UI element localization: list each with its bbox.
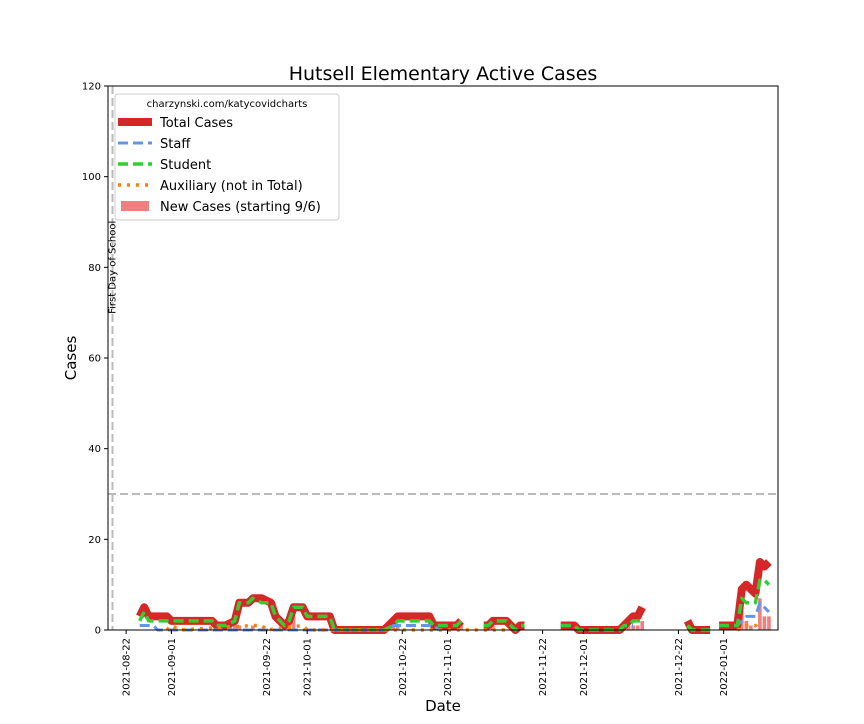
axes: 0 20 40 60 80 100 120 2021-08-22 2021-09-01 2021-… [82, 82, 730, 697]
new-cases-bar [762, 616, 767, 630]
chart-title: Hutsell Elementary Active Cases [289, 63, 598, 85]
new-cases-bar [459, 625, 463, 630]
new-cases-bar [291, 616, 296, 630]
x-tick-label: 2022-01-01 [719, 638, 730, 696]
y-tick-label: 120 [82, 82, 101, 93]
series-line-segment [560, 619, 643, 632]
y-axis-label: Cases [62, 336, 80, 381]
y-tick-label: 60 [88, 354, 101, 365]
new-cases-bar [749, 625, 753, 630]
new-cases-bar [490, 625, 495, 630]
series-lines [136, 558, 772, 634]
x-tick-label: 2021-10-01 [303, 638, 314, 696]
legend-box [114, 93, 340, 221]
new-cases-bar [640, 620, 644, 630]
legend: charzynski.com/katycovidcharts Total Case… [114, 93, 340, 221]
new-cases-bar [626, 625, 631, 630]
legend-label: Staff [160, 137, 191, 152]
legend-label: New Cases (starting 9/6) [160, 200, 321, 215]
y-tick-label: 40 [88, 444, 101, 455]
x-tick-label: 2021-12-22 [674, 638, 685, 696]
x-tick-label: 2021-12-01 [579, 638, 590, 696]
x-tick-label: 2021-09-22 [262, 638, 273, 696]
y-tick-label: 100 [82, 172, 101, 183]
legend-header: charzynski.com/katycovidcharts [147, 99, 308, 110]
y-tick-label: 80 [88, 263, 101, 274]
series-line-segment [165, 623, 507, 632]
new-cases-bar [395, 625, 400, 630]
series-auxiliary-not-in-total [165, 623, 762, 632]
new-cases-bar [767, 616, 771, 630]
new-cases-bar [251, 625, 255, 630]
x-tick-label: 2021-08-22 [122, 638, 133, 696]
new-cases-bar [228, 625, 233, 630]
legend-label: Auxiliary (not in Total) [160, 179, 303, 194]
y-tick-label: 20 [88, 535, 101, 546]
series-line-segment [719, 578, 771, 628]
legend-label: Student [160, 158, 211, 173]
x-axis-label: Date [425, 697, 461, 715]
new-cases-bar [635, 625, 640, 630]
series-line-segment [483, 619, 525, 632]
legend-swatch [121, 201, 149, 211]
x-tick-label: 2021-10-22 [398, 638, 409, 696]
x-tick-label: 2021-09-01 [167, 638, 178, 696]
series-line-segment [139, 624, 440, 632]
x-tick-label: 2021-11-22 [538, 638, 549, 696]
legend-label: Total Cases [159, 116, 233, 131]
reference-lines: First Day of School [108, 86, 778, 630]
y-tick-label: 0 [95, 626, 101, 637]
new-cases-bar [758, 598, 762, 630]
new-cases-bar [237, 625, 242, 630]
x-tick-label: 2021-11-01 [443, 638, 454, 696]
new-cases-bar [631, 625, 635, 630]
first-day-label: First Day of School [108, 221, 119, 314]
series-line-segment [138, 596, 463, 632]
